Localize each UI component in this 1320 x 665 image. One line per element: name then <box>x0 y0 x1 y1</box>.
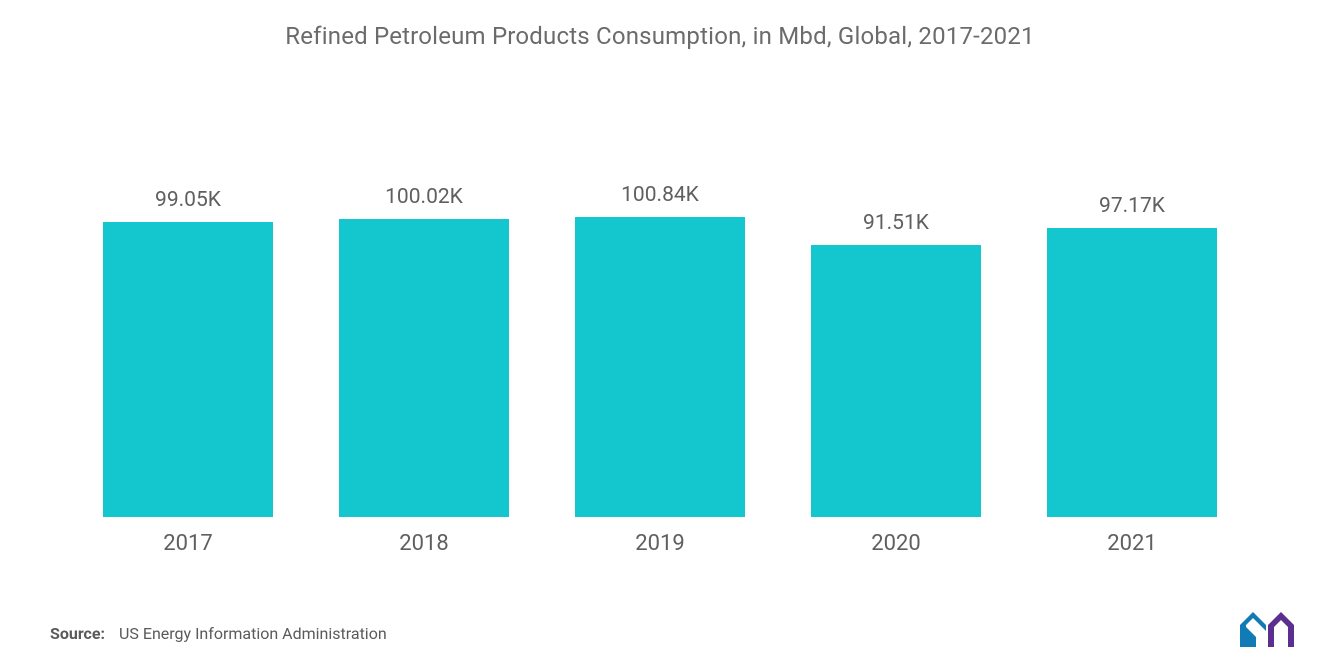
bar-group: 99.05K 2017 <box>70 146 306 556</box>
value-label: 100.84K <box>621 183 699 207</box>
mordor-logo-icon <box>1238 611 1298 649</box>
chart-plot-area: 99.05K 2017 100.02K 2018 100.84K 2019 91… <box>28 146 1292 556</box>
bar-group: 97.17K 2021 <box>1014 146 1250 556</box>
category-label: 2017 <box>163 531 212 556</box>
bar <box>575 217 745 517</box>
bar <box>811 245 981 517</box>
logo-right-shape <box>1268 612 1294 647</box>
value-label: 100.02K <box>385 185 463 209</box>
value-label: 99.05K <box>155 188 221 212</box>
value-label: 97.17K <box>1099 194 1165 218</box>
bar <box>339 219 509 517</box>
bar-group: 100.02K 2018 <box>306 146 542 556</box>
category-label: 2020 <box>871 531 920 556</box>
bar-group: 91.51K 2020 <box>778 146 1014 556</box>
source-label: Source: <box>50 624 105 643</box>
value-label: 91.51K <box>863 211 929 235</box>
bar-group: 100.84K 2019 <box>542 146 778 556</box>
category-label: 2018 <box>399 531 448 556</box>
source-text: US Energy Information Administration <box>119 624 387 643</box>
bar <box>1047 228 1217 517</box>
source-line: Source: US Energy Information Administra… <box>50 624 387 643</box>
category-label: 2019 <box>635 531 684 556</box>
category-label: 2021 <box>1107 531 1156 556</box>
chart-title: Refined Petroleum Products Consumption, … <box>28 22 1292 50</box>
bar <box>103 222 273 517</box>
